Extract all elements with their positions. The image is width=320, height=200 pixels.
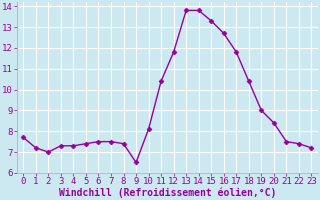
X-axis label: Windchill (Refroidissement éolien,°C): Windchill (Refroidissement éolien,°C) <box>59 187 276 198</box>
